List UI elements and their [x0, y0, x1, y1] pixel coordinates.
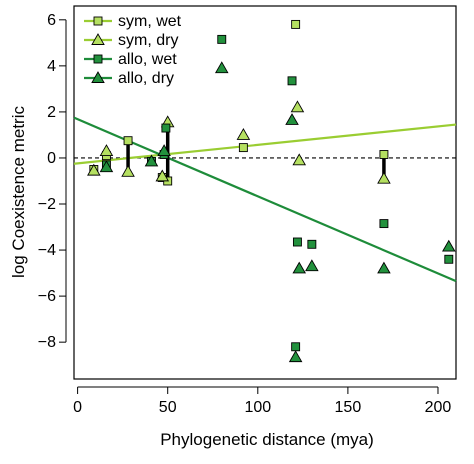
y-axis-label: log Coexistence metric [9, 106, 28, 278]
y-tick-label: 6 [47, 12, 56, 29]
x-tick-label: 150 [335, 399, 362, 416]
point-allo-wet [291, 342, 301, 352]
point-allo-dry [442, 239, 456, 252]
point-sym-dry [87, 163, 101, 176]
point-sym-dry [377, 171, 391, 184]
x-tick-label: 100 [244, 399, 271, 416]
x-axis: 0 50 100 150 200 [73, 386, 452, 416]
point-allo-dry [288, 350, 303, 363]
legend-marker [93, 16, 103, 26]
legend-label: sym, wet [118, 13, 182, 30]
point-allo-dry [214, 61, 229, 74]
y-tick-label: 0 [47, 150, 56, 167]
point-allo-dry [285, 113, 299, 125]
point-allo-dry [305, 259, 319, 272]
y-tick-label: −6 [38, 288, 56, 305]
legend-label: allo, wet [118, 51, 177, 68]
legend-marker [93, 54, 103, 64]
data-points [87, 19, 456, 363]
fit-lines [73, 116, 457, 283]
y-tick-label: 4 [47, 58, 56, 75]
point-allo-dry [377, 261, 391, 274]
x-tick-label: 50 [159, 399, 177, 416]
point-sym-dry [121, 164, 135, 177]
point-allo-dry [292, 261, 307, 274]
point-allo-dry [99, 160, 114, 173]
point-sym-wet [238, 143, 248, 153]
y-tick-label: 2 [47, 104, 56, 121]
legend-label: allo, dry [118, 70, 174, 87]
y-tick-label: −8 [38, 334, 56, 351]
y-axis: −8 −6 −4 −2 0 2 4 6 [38, 12, 67, 351]
legend-marker [91, 71, 105, 83]
legend: sym, wet sym, dry allo, wet allo, dry [84, 13, 182, 87]
point-sym-dry [292, 153, 307, 166]
plot-frame [73, 5, 457, 380]
point-sym-dry [99, 144, 114, 157]
point-sym-dry [290, 100, 305, 113]
point-allo-wet [444, 254, 454, 264]
point-allo-wet [217, 34, 227, 44]
point-sym-wet [123, 136, 133, 146]
legend-label: sym, dry [118, 32, 178, 49]
sym-fit-line [73, 123, 457, 165]
point-allo-wet [287, 76, 297, 86]
x-tick-label: 200 [425, 399, 452, 416]
point-sym-wet [379, 150, 389, 159]
point-sym-wet [291, 19, 301, 29]
point-allo-wet [161, 123, 171, 133]
point-allo-dry [157, 144, 171, 157]
x-tick-label: 0 [73, 399, 82, 416]
point-allo-wet [292, 237, 302, 247]
allo-fit-line [73, 116, 457, 283]
y-tick-label: −2 [38, 196, 56, 213]
point-allo-wet [307, 239, 317, 249]
point-allo-dry [144, 154, 159, 167]
point-sym-dry [155, 169, 170, 182]
x-axis-label: Phylogenetic distance (mya) [160, 430, 374, 449]
legend-marker [91, 33, 105, 45]
point-allo-wet [379, 219, 389, 229]
y-tick-label: −4 [38, 242, 56, 259]
point-sym-dry [236, 128, 251, 140]
